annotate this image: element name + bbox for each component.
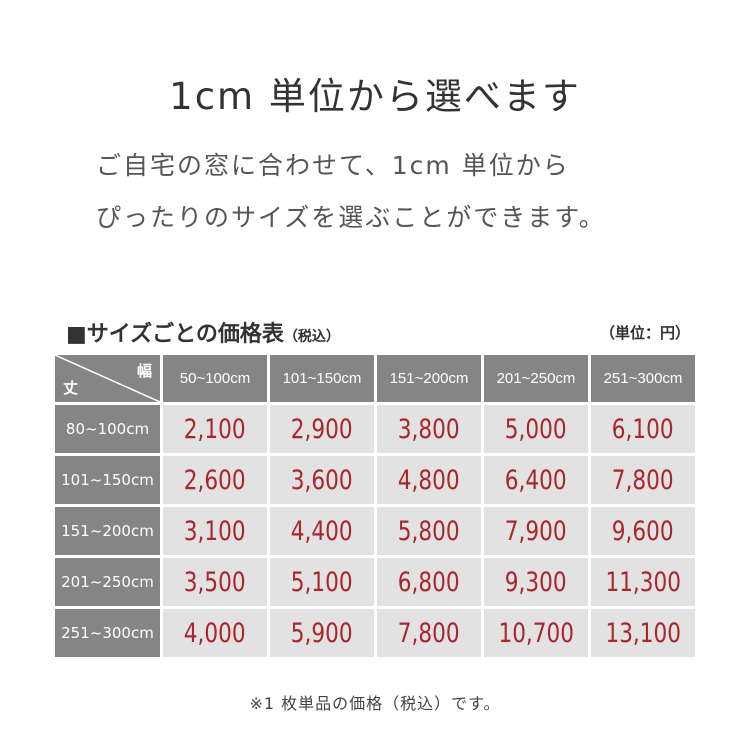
column-header: 101~150cm [270,355,374,402]
price-value: 2,600 [184,464,246,496]
price-cell: 5,000 [484,405,588,453]
table-title-text: ■サイズごとの価格表 [66,322,284,347]
table-corner: 幅 丈 [55,355,160,402]
price-value: 4,400 [291,515,353,547]
price-value: 3,600 [291,464,353,496]
price-cell: 6,400 [484,456,588,504]
price-cell: 9,300 [484,558,588,606]
price-cell: 9,600 [591,507,695,555]
price-value: 3,100 [184,515,246,547]
price-value: 9,300 [505,566,567,598]
price-cell: 5,100 [270,558,374,606]
height-label: 丈 [63,379,79,397]
price-value: 3,500 [184,566,246,598]
row-header: 151~200cm [55,507,160,555]
price-cell: 5,800 [377,507,481,555]
price-cell: 2,900 [270,405,374,453]
price-value: 7,800 [612,464,674,496]
price-value: 2,900 [291,413,353,445]
price-cell: 5,900 [270,609,374,657]
price-cell: 7,800 [591,456,695,504]
column-header: 251~300cm [591,355,695,402]
price-value: 3,800 [398,413,460,445]
price-value: 4,800 [398,464,460,496]
row-header: 80~100cm [55,405,160,453]
price-value: 10,700 [498,617,574,649]
price-table: 幅 丈 50~100cm 101~150cm 151~200cm 201~250cm 2… [55,355,695,657]
price-value: 6,100 [612,413,674,445]
price-value: 6,400 [505,464,567,496]
row-header: 201~250cm [55,558,160,606]
page-title: 1cm 単位から選べます [169,75,581,118]
price-cell: 10,700 [484,609,588,657]
lead-line-1: ご自宅の窓に合わせて、1cm 単位から [96,151,570,180]
price-value: 4,000 [184,617,246,649]
price-value: 5,800 [398,515,460,547]
diagonal-line [55,355,160,402]
price-cell: 4,400 [270,507,374,555]
price-value: 5,000 [505,413,567,445]
price-value: 5,100 [291,566,353,598]
width-label: 幅 [136,362,152,380]
unit-label: （単位：円） [599,324,690,342]
price-value: 2,100 [184,413,246,445]
price-cell: 3,800 [377,405,481,453]
price-cell: 6,800 [377,558,481,606]
column-header: 151~200cm [377,355,481,402]
price-value: 9,600 [612,515,674,547]
price-cell: 6,100 [591,405,695,453]
price-value: 7,900 [505,515,567,547]
price-cell: 2,100 [163,405,267,453]
price-cell: 3,500 [163,558,267,606]
price-value: 7,800 [398,617,460,649]
price-cell: 3,100 [163,507,267,555]
price-cell: 2,600 [163,456,267,504]
price-value: 5,900 [291,617,353,649]
price-value: 11,300 [605,566,681,598]
price-cell: 13,100 [591,609,695,657]
price-cell: 4,800 [377,456,481,504]
price-cell: 7,800 [377,609,481,657]
price-cell: 11,300 [591,558,695,606]
lead-line-2: ぴったりのサイズを選ぶことができます。 [96,203,606,232]
price-value: 13,100 [605,617,681,649]
price-cell: 7,900 [484,507,588,555]
row-header: 251~300cm [55,609,160,657]
table-title-tax: （税込） [283,329,340,345]
column-header: 50~100cm [163,355,267,402]
column-header: 201~250cm [484,355,588,402]
price-value: 6,800 [398,566,460,598]
price-cell: 3,600 [270,456,374,504]
table-title: ■サイズごとの価格表（税込） [66,316,340,348]
price-cell: 4,000 [163,609,267,657]
row-header: 101~150cm [55,456,160,504]
footnote: ※1 枚単品の価格（税込）です。 [249,694,501,713]
